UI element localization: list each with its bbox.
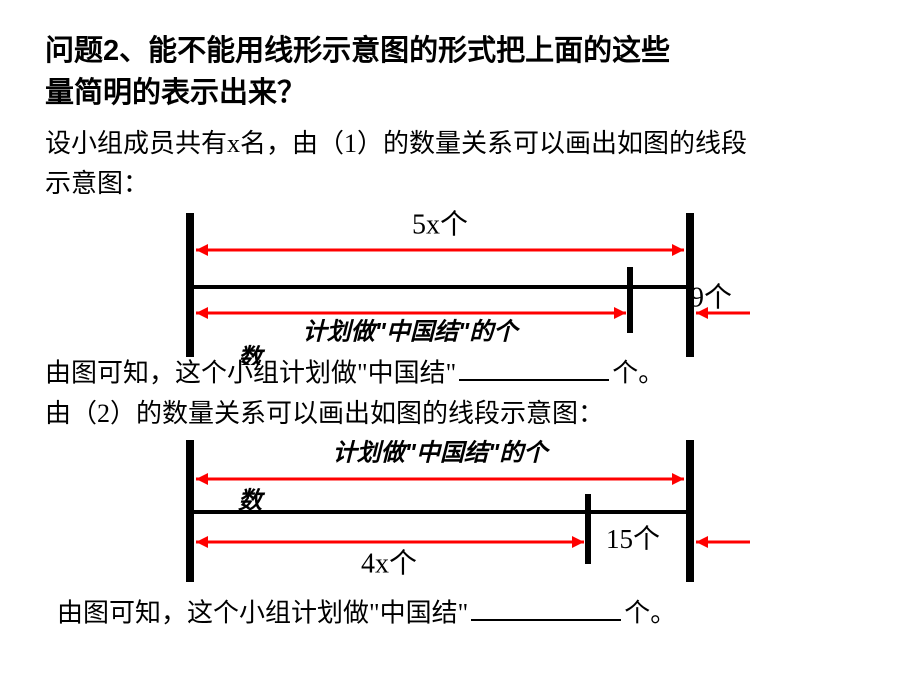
intro-text: 设小组成员共有x名，由（1）的数量关系可以画出如图的线段 示意图： bbox=[45, 124, 875, 205]
svg-text:4x个: 4x个 bbox=[361, 548, 417, 579]
mid-text-2: 由（2）的数量关系可以画出如图的线段示意图： bbox=[45, 394, 875, 434]
title-line-1: 问题2、能不能用线形示意图的形式把上面的这些 bbox=[45, 35, 670, 67]
svg-text:9个: 9个 bbox=[690, 282, 732, 313]
mid2-line: 由（2）的数量关系可以画出如图的线段示意图： bbox=[45, 399, 604, 428]
page-root: 问题2、能不能用线形示意图的形式把上面的这些 量简明的表示出来？ 设小组成员共有… bbox=[0, 0, 920, 690]
mid-text-post: 个。 bbox=[612, 358, 664, 387]
final-text-post: 个。 bbox=[624, 598, 676, 627]
final-text: 由图可知，这个小组计划做"中国结" 个。 bbox=[45, 591, 875, 634]
svg-text:15个: 15个 bbox=[606, 524, 660, 554]
svg-text:计划做"中国结"的个: 计划做"中国结"的个 bbox=[303, 318, 521, 345]
final-text-pre: 由图可知，这个小组计划做"中国结" bbox=[57, 598, 468, 627]
blank-2 bbox=[471, 591, 621, 622]
svg-text:5x个: 5x个 bbox=[412, 209, 468, 240]
blank-1 bbox=[459, 351, 609, 382]
diagram-1: 5x个9个计划做"中国结"的个数 bbox=[150, 205, 770, 365]
svg-text:计划做"中国结"的个: 计划做"中国结"的个 bbox=[333, 439, 551, 466]
intro-line-2: 示意图： bbox=[45, 169, 149, 198]
diagram-2: 计划做"中国结"的个数4x个15个 bbox=[150, 434, 770, 589]
question-title: 问题2、能不能用线形示意图的形式把上面的这些 量简明的表示出来？ bbox=[45, 30, 875, 114]
intro-line-1: 设小组成员共有x名，由（1）的数量关系可以画出如图的线段 bbox=[45, 129, 747, 158]
diagram-1-wrap: 5x个9个计划做"中国结"的个数 bbox=[45, 205, 875, 365]
title-line-2: 量简明的表示出来？ bbox=[45, 77, 306, 109]
diagram-2-wrap: 计划做"中国结"的个数4x个15个 bbox=[45, 434, 875, 589]
mid-text-pre: 由图可知，这个小组计划做"中国结" bbox=[45, 358, 456, 387]
